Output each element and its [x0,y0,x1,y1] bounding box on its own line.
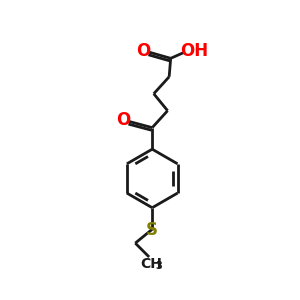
Text: OH: OH [181,42,208,60]
Text: 3: 3 [155,261,162,271]
Text: O: O [116,111,130,129]
Text: S: S [146,221,158,239]
Text: O: O [136,42,151,60]
Text: CH: CH [140,257,162,271]
